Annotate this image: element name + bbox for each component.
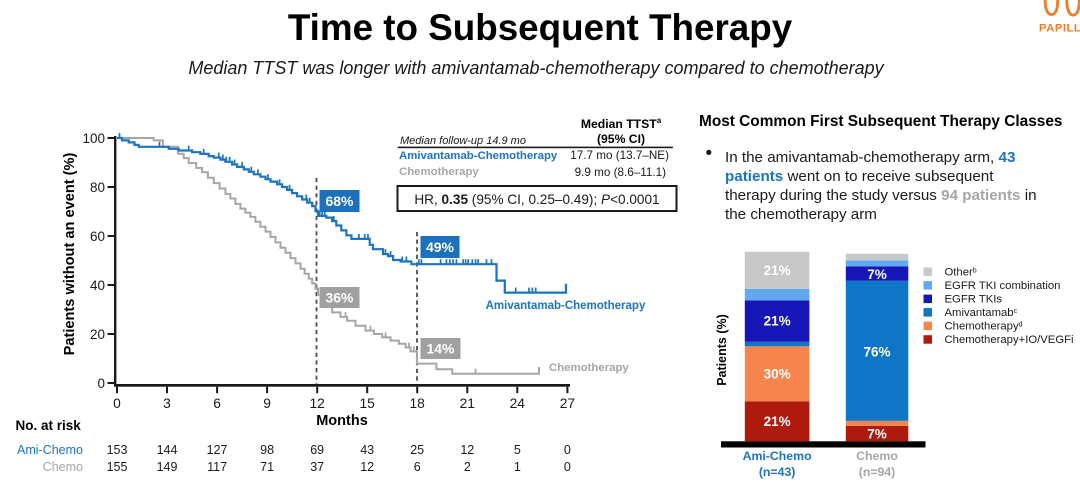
svg-text:76%: 76% <box>863 344 890 359</box>
svg-text:21%: 21% <box>764 314 791 329</box>
svg-text:7%: 7% <box>867 267 887 282</box>
svg-text:49%: 49% <box>426 239 455 255</box>
svg-text:EGFR TKI combination: EGFR TKI combination <box>945 280 1061 292</box>
svg-text:Amivantamabc: Amivantamabc <box>945 307 1018 319</box>
svg-text:21%: 21% <box>764 414 791 429</box>
svg-text:PAPILLON: PAPILLON <box>1039 23 1080 35</box>
svg-text:36%: 36% <box>325 290 354 306</box>
svg-text:21%: 21% <box>764 263 791 278</box>
svg-text:EGFR TKIs: EGFR TKIs <box>945 294 1003 306</box>
svg-text:Chemotherapy+IO/VEGFi: Chemotherapy+IO/VEGFi <box>945 334 1074 346</box>
svg-text:14%: 14% <box>426 341 455 357</box>
svg-text:30%: 30% <box>764 367 791 382</box>
svg-text:68%: 68% <box>325 193 354 209</box>
svg-text:Chemotherapyd: Chemotherapyd <box>945 321 1023 333</box>
svg-text:Otherb: Otherb <box>945 267 977 279</box>
svg-text:7%: 7% <box>867 427 887 442</box>
